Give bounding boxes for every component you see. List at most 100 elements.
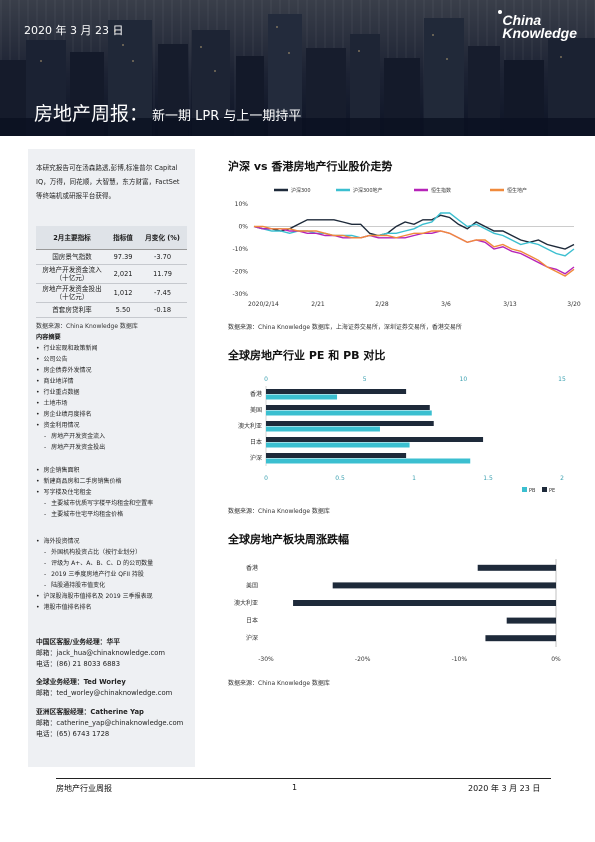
category-label: 澳大利亚 [238,422,262,430]
contact-email[interactable]: 邮箱：ted_worley@chinaknowledge.com [36,689,173,697]
legend-label: 恒生指数 [431,187,451,194]
category-label: 香港 [246,564,258,572]
page-number: 1 [292,783,298,792]
logo-dot-icon [498,10,503,14]
toc-item: 新建商品房和二手房销售价格 [36,476,191,487]
legend-label: 沪深300地产 [353,187,383,194]
toc-item: 商业地详情 [36,376,191,387]
table-cell: -7.45 [138,283,187,303]
pe-bar [266,437,484,442]
pb-bar [266,394,338,400]
pb-tick-label: 1 [412,475,416,482]
table-cell: -0.18 [138,302,187,318]
toc-list-1: 行业宏观和政策新闻公司公告房企债券外发情况商业地详情行业重点数据土地市场房企业绩… [36,343,191,453]
toc-item: 海外投资情况 [36,536,191,547]
pe-tick-label: 10 [460,376,468,383]
pe-tick-label: 0 [264,376,268,383]
pe-bar [266,421,434,426]
table-header-row: 2月主要指标 指标值 月变化 (%) [36,226,187,250]
series-line [253,225,575,275]
contact-head: 全球业务经理：Ted Worley [36,678,126,686]
toc-subitem: 主要城市住宅平均租金价格 [36,509,191,520]
sidebar: 本研究报告可在汤森路透,彭博,标准普尔 Capital IQ，万得，同花顺，大智… [28,149,195,767]
table-cell: 房地产开发资金流入（十亿元） [36,264,108,284]
contact-phone: 电话：(65) 6743 1728 [36,730,110,738]
x-tick-label: -20% [355,656,371,663]
pe-tick-label: 5 [363,376,367,383]
chart1-source: 数据来源：China Knowledge 数据库，上海证券交易所，深圳证券交易所… [228,324,462,331]
toc-list-3: 海外投资情况外国机构投资占比（按行业划分）评级为 A+、A、B、C、D 的公司数… [36,536,191,613]
table-row: 房地产开发资金流入（十亿元） 2,021 11.79 [36,264,187,284]
legend-label: 恒生地产 [507,187,527,194]
table-row: 国房景气指数 97.39 -3.70 [36,249,187,265]
legend-swatch [542,487,547,492]
series-line [253,214,575,250]
pe-tick-label: 15 [558,376,566,383]
x-tick-label: 0% [551,656,561,663]
table-cell: 房地产开发资金投出（十亿元） [36,283,108,303]
toc-subitem: 陆股通持股市值变化 [36,580,191,591]
table-cell: 国房景气指数 [36,249,108,265]
y-tick-label: -10% [232,246,248,253]
contact-email[interactable]: 邮箱：jack_hua@chinaknowledge.com [36,649,166,657]
toc-subitem: 2019 三季度房地产行业 QFII 持股 [36,569,191,580]
table-source: 数据来源：China Knowledge 数据库 [36,323,138,330]
x-tick-label: 3/20 [567,301,581,308]
toc-subitem: 房地产开发资金流入 [36,431,191,442]
table-cell: 11.79 [138,264,187,284]
header-banner: 2020 年 3 月 23 日 China Knowledge 房地产周报： 新一… [0,0,595,136]
report-date: 2020 年 3 月 23 日 [24,24,124,37]
indicator-table: 2月主要指标 指标值 月变化 (%) 国房景气指数 97.39 -3.70 房地产开… [36,226,187,318]
contact-china: 中国区客服/业务经理：华平 邮箱：jack_hua@chinaknowledge… [36,637,165,670]
y-tick-label: -20% [232,269,248,276]
series-line [253,212,575,257]
legend-label: PE [549,488,555,494]
toc-item: 土地市场 [36,398,191,409]
pb-bar [266,442,410,448]
toc-item: 房企债券外发情况 [36,365,191,376]
category-label: 澳大利亚 [234,599,258,607]
category-label: 日本 [246,617,258,625]
report-title: 房地产周报： 新一期 LPR 与上一期持平 [34,99,301,126]
logo-line2: Knowledge [502,25,577,41]
pb-tick-label: 0 [264,475,268,482]
table-cell: 首套房贷利率 [36,302,108,318]
table-cell: 97.39 [108,249,139,265]
x-tick-label: 2/28 [375,301,389,308]
toc-item: 行业宏观和政策新闻 [36,343,191,354]
toc-title: 内容摘要 [36,334,61,341]
toc-item: 房企销售面积 [36,465,191,476]
toc-subitem: 主要城市优质写字楼平均租金和空置率 [36,498,191,509]
section-title-pe-pb: 全球房地产行业 PE 和 PB 对比 [228,349,386,362]
toc-item: 港股市值排名排名 [36,602,191,613]
contact-email[interactable]: 邮箱：catherine_yap@chinaknowledge.com [36,719,184,727]
change-bar [332,582,556,589]
pb-tick-label: 0.5 [335,475,345,482]
table-cell: 1,012 [108,283,139,303]
category-label: 沪深 [250,454,262,462]
stock-trend-line-chart: 沪深300 沪深300地产 恒生指数 恒生地产 10% 0% -10% -20% -30%202… [232,187,581,308]
pe-bar [266,405,430,410]
report-title-main: 房地产周报： [34,103,149,125]
table-row: 房地产开发资金投出（十亿元） 1,012 -7.45 [36,283,187,303]
toc-list-2: 房企销售面积新建商品房和二手房销售价格写字楼及住宅租金主要城市优质写字楼平均租金… [36,465,191,520]
chart3-source: 数据来源：China Knowledge 数据库 [228,680,330,687]
logo-line1: China [502,12,542,28]
pe-bar [266,389,407,394]
toc-item: 行业重点数据 [36,387,191,398]
pb-bar [266,426,380,432]
contact-phone: 电话：(86) 21 8033 6883 [36,660,121,668]
category-label: 美国 [250,406,262,414]
category-label: 美国 [246,581,258,589]
sidebar-intro: 本研究报告可在汤森路透,彭博,标准普尔 Capital IQ，万得，同花顺，大智… [36,164,180,200]
toc-item: 写字楼及住宅租金 [36,487,191,498]
toc-subitem: 房地产开发资金投出 [36,442,191,453]
table-header: 月变化 (%) [138,226,187,250]
y-tick-label: -30% [232,291,248,298]
toc-subitem: 外国机构投资占比（按行业划分） [36,547,191,558]
contact-global: 全球业务经理：Ted Worley 邮箱：ted_worley@chinakno… [36,677,172,699]
series-line [254,225,575,277]
x-tick-label: -30% [258,656,274,663]
change-bar [293,600,556,606]
